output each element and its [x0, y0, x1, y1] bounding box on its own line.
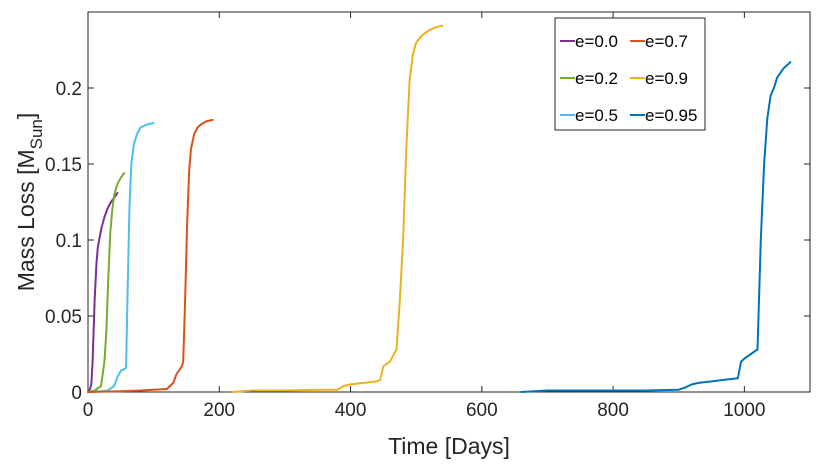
legend: e=0.0 e=0.2 e=0.5 e=0.7 e=0.9 e=0.95: [554, 17, 706, 131]
y-tick-label: 0.15: [45, 155, 82, 176]
series-line-e=0.0: [87, 191, 119, 393]
y-axis-label-subscript: Sun: [27, 119, 46, 149]
y-tick-label: 0.05: [45, 307, 82, 328]
y-ticks: 0 0.05 0.1 0.15 0.2: [45, 79, 810, 404]
series-line-e=0.9: [231, 24, 444, 393]
x-axis-label: Time [Days]: [388, 433, 510, 459]
legend-label: e=0.7: [645, 32, 688, 51]
x-tick-label: 800: [597, 400, 629, 421]
y-tick-label: 0.2: [56, 79, 82, 100]
legend-label: e=0.95: [645, 106, 697, 125]
x-tick-label: 0: [83, 400, 94, 421]
x-tick-label: 400: [335, 400, 367, 421]
legend-label: e=0.2: [575, 69, 618, 88]
y-tick-label: 0: [71, 383, 82, 404]
legend-label: e=0.9: [645, 69, 688, 88]
legend-label: e=0.0: [575, 32, 618, 51]
x-ticks: 0 200 400 600 800 1000: [83, 12, 766, 421]
series-line-e=0.2: [87, 172, 126, 393]
y-tick-label: 0.1: [56, 231, 82, 252]
y-axis-label-end: ]: [13, 113, 39, 119]
series-line-e=0.95: [520, 61, 792, 393]
x-tick-label: 600: [466, 400, 498, 421]
legend-label: e=0.5: [575, 106, 618, 125]
series-line-e=0.5: [87, 122, 155, 393]
y-axis-label-main: Mass Loss [M: [13, 149, 39, 291]
y-axis-label: Mass Loss [MSun]: [13, 113, 46, 292]
series-layer: [87, 24, 792, 393]
svg-text:Mass Loss [MSun]: Mass Loss [MSun]: [13, 113, 46, 292]
series-line-e=0.7: [87, 118, 214, 393]
x-tick-label: 200: [203, 400, 235, 421]
legend-box: [554, 17, 706, 131]
x-tick-label: 1000: [723, 400, 765, 421]
